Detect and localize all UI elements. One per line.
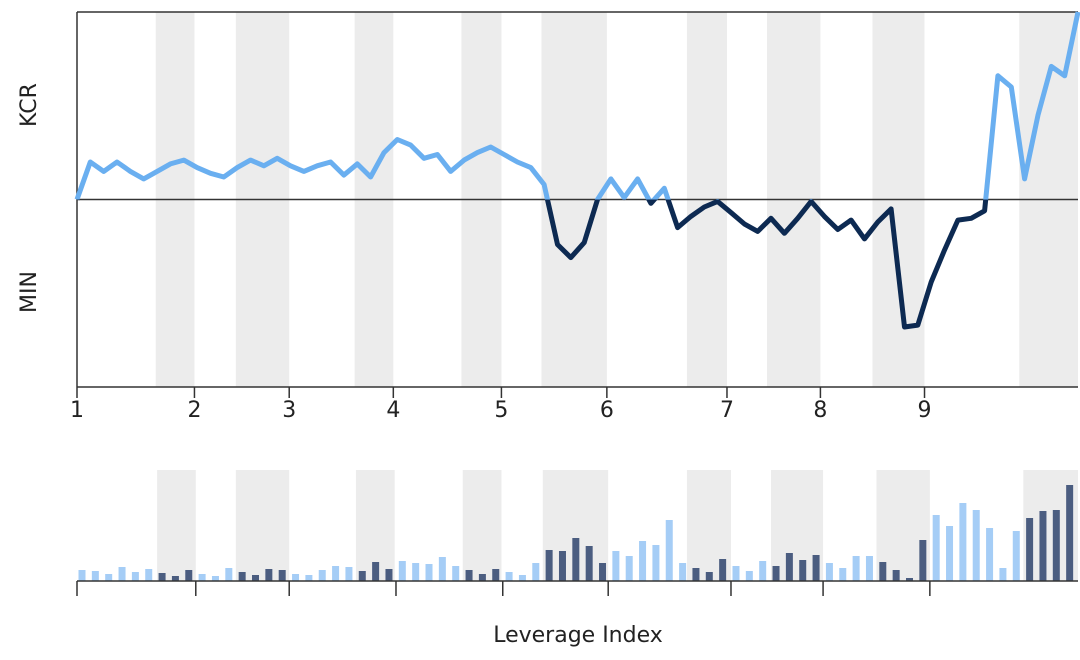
bar — [785, 553, 793, 581]
highlight-band — [462, 470, 502, 581]
bar — [1039, 511, 1047, 581]
bar — [158, 573, 166, 581]
bar — [812, 555, 820, 581]
bar — [692, 568, 700, 581]
highlight-band — [235, 470, 290, 581]
bar — [452, 566, 460, 581]
highlight-band — [157, 470, 196, 581]
bar — [772, 566, 780, 581]
bar — [372, 562, 380, 581]
bar — [385, 569, 393, 581]
line-series — [77, 199, 989, 330]
bar — [572, 538, 580, 581]
bar — [145, 569, 153, 581]
bar — [612, 551, 620, 581]
bar — [959, 503, 967, 581]
bar — [198, 574, 206, 581]
x-tick-label: 7 — [720, 398, 734, 423]
bar — [932, 515, 940, 581]
bar — [505, 572, 513, 581]
bar — [278, 570, 286, 581]
bar — [225, 568, 233, 581]
bar — [879, 562, 887, 581]
bar — [665, 520, 673, 581]
bar — [599, 563, 607, 581]
bar — [1012, 531, 1020, 581]
bar — [412, 563, 420, 581]
bar — [358, 571, 366, 581]
bar — [892, 570, 900, 581]
bar — [558, 551, 566, 581]
bar — [265, 569, 273, 581]
bar — [518, 575, 526, 581]
bar — [1026, 518, 1034, 581]
bar — [492, 569, 500, 581]
bar — [986, 528, 994, 581]
bar — [425, 564, 433, 581]
bar — [398, 561, 406, 581]
bar — [318, 570, 326, 581]
bar — [732, 566, 740, 581]
bar — [171, 576, 179, 581]
bar — [825, 563, 833, 581]
x-tick-label: 5 — [494, 398, 508, 423]
bar — [799, 560, 807, 581]
bar — [532, 563, 540, 581]
bar — [705, 572, 713, 581]
bar — [545, 550, 553, 581]
y-label-bottom: MIN — [17, 271, 42, 313]
bar — [118, 567, 126, 581]
bar — [211, 576, 219, 581]
x-tick-label: 1 — [70, 398, 84, 423]
bar — [972, 510, 980, 581]
bar — [946, 526, 954, 581]
x-tick-label: 4 — [386, 398, 400, 423]
bar — [292, 574, 300, 581]
bar — [999, 568, 1007, 581]
bar — [865, 556, 873, 581]
bar — [305, 575, 313, 581]
bar — [478, 574, 486, 581]
bar — [759, 561, 767, 581]
bar — [238, 572, 246, 581]
bar — [719, 559, 727, 581]
y-label-top: KCR — [17, 83, 42, 127]
bar — [839, 568, 847, 581]
x-axis-label: Leverage Index — [493, 623, 663, 648]
line-series — [74, 11, 1080, 200]
bar — [745, 571, 753, 581]
bar — [438, 557, 446, 581]
bar — [252, 575, 260, 581]
bar — [919, 540, 927, 581]
bar — [625, 556, 633, 581]
bar — [1066, 485, 1074, 581]
bar — [332, 566, 340, 581]
bar — [585, 546, 593, 581]
bar — [852, 556, 860, 581]
bar — [639, 541, 647, 581]
x-tick-label: 9 — [918, 398, 932, 423]
x-tick-label: 2 — [187, 398, 201, 423]
bar — [185, 570, 193, 581]
bar — [131, 572, 139, 581]
x-tick-label: 3 — [282, 398, 296, 423]
bar — [345, 567, 353, 581]
bar — [105, 574, 113, 581]
bar — [652, 545, 660, 581]
bar — [465, 570, 473, 581]
x-tick-label: 6 — [600, 398, 614, 423]
bar — [91, 571, 99, 581]
bar — [905, 578, 913, 581]
x-tick-label: 8 — [813, 398, 827, 423]
bar — [1052, 510, 1060, 581]
bar — [78, 570, 86, 581]
bar — [679, 563, 687, 581]
